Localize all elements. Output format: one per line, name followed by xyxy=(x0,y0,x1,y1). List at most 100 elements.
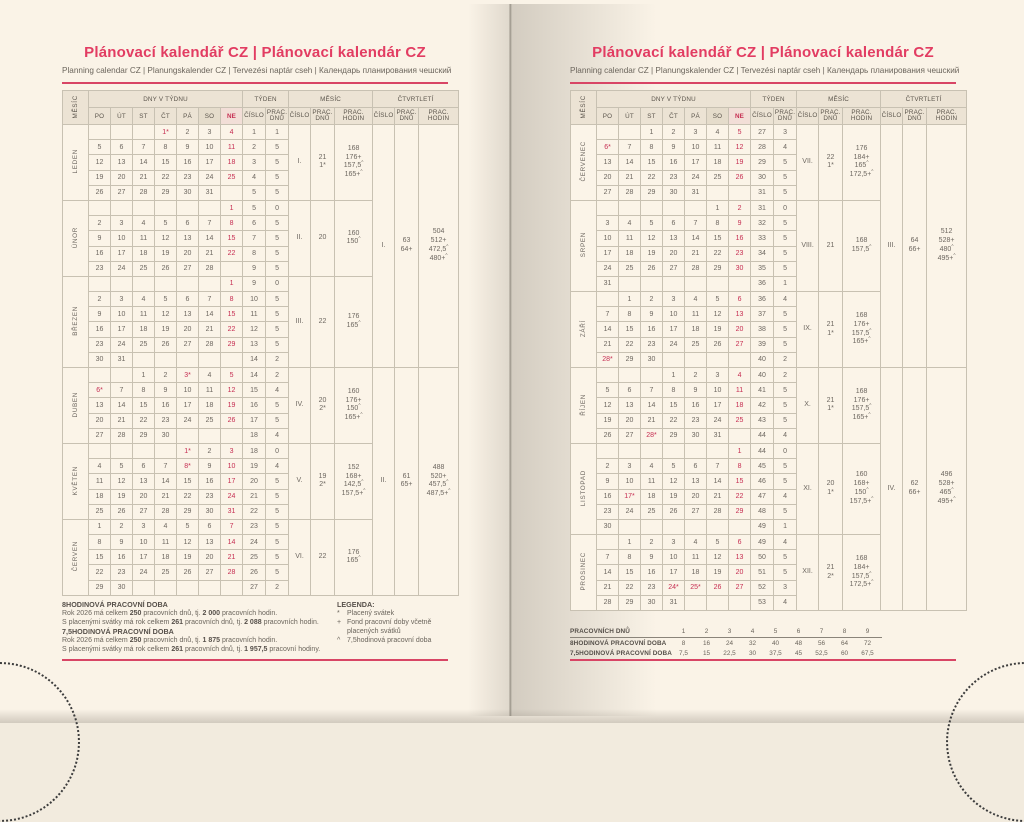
workdays-hours-table: PRACOVNÍCH DNŮ 1 2 3 4 5 6 7 8 9 8HODINOVÁ PRACOVN… xyxy=(570,626,882,658)
date-cell: 15 xyxy=(727,473,752,490)
page-subtitle: Planning calendar CZ | Planungskalender … xyxy=(570,66,960,75)
working-time-notes: 8HODINOVÁ PRACOVNÍ DOBA Rok 2026 má celke… xyxy=(62,600,332,654)
month-number-cell: V. xyxy=(288,442,312,520)
week-workdays-cell: 4 xyxy=(265,382,290,399)
sub-header: PRAC. DNŮ xyxy=(310,107,336,125)
date-cell xyxy=(640,442,663,460)
quarter-hours-cell: 512 528+ 480^ 495+^ xyxy=(926,124,968,368)
date-cell: 2 xyxy=(198,442,221,460)
workdays-hours-value: 40 xyxy=(771,639,780,647)
date-cell: 29 xyxy=(640,184,663,201)
date-cell xyxy=(132,123,155,141)
date-cell: 12 xyxy=(727,139,752,156)
date-cell: 20 xyxy=(176,321,199,338)
workdays-hours-value: 3 xyxy=(727,628,732,635)
date-cell xyxy=(596,442,619,460)
date-cell: 15 xyxy=(219,306,244,323)
date-cell: 7 xyxy=(198,215,221,232)
date-cell: 17 xyxy=(176,397,199,414)
month-workdays-cell: 21 xyxy=(818,199,844,293)
workdays-hours-value: 48 xyxy=(794,639,803,647)
date-cell: 28 xyxy=(154,503,177,520)
date-cell: 12 xyxy=(154,230,177,247)
date-cell: 11 xyxy=(154,534,177,551)
date-cell: 21 xyxy=(640,412,663,429)
footer-rule-right xyxy=(570,659,956,661)
date-cell: 16 xyxy=(662,154,685,171)
month-workdays-cell: 19 2* xyxy=(310,442,336,520)
week-workdays-cell: 2 xyxy=(773,366,798,384)
date-cell xyxy=(219,260,244,277)
month-name-label: BŘEZEN xyxy=(62,275,89,369)
date-cell: 2 xyxy=(176,123,199,141)
date-cell xyxy=(618,199,641,217)
date-cell: 13 xyxy=(176,306,199,323)
quarter-hours-cell: 488 520+ 457,5^ 487,5+^ xyxy=(418,367,460,596)
workdays-hours-value: 56 xyxy=(817,639,826,647)
date-cell: 15 xyxy=(154,154,177,171)
week-number-cell: 5 xyxy=(242,199,267,217)
date-cell: 9 xyxy=(640,306,663,323)
date-cell: 7 xyxy=(219,518,244,536)
date-cell xyxy=(88,275,111,293)
date-cell xyxy=(684,199,707,217)
date-cell: 3 xyxy=(110,291,133,308)
workdays-hours-row-label: 7,5HODINOVÁ PRACOVNÍ DOBA xyxy=(570,649,672,657)
sub-header: PRAC. HODIN xyxy=(418,107,460,125)
month-workdays-cell: 21 1* xyxy=(818,367,844,444)
date-cell: 9 xyxy=(154,382,177,399)
date-cell: 5 xyxy=(154,215,177,232)
date-cell: 18 xyxy=(132,245,155,262)
date-cell: 26 xyxy=(596,427,619,444)
week-number-cell: 37 xyxy=(750,306,775,323)
month-name-text: ZÁŘÍ xyxy=(580,319,587,338)
date-cell xyxy=(132,275,155,293)
week-workdays-cell: 4 xyxy=(773,594,798,612)
date-cell: 10 xyxy=(110,230,133,247)
date-cell xyxy=(684,275,707,293)
week-number-cell: 22 xyxy=(242,503,267,520)
workdays-hours-value: 72 xyxy=(863,639,872,647)
title-rule xyxy=(570,82,956,84)
date-cell: 18 xyxy=(640,488,663,505)
date-cell: 9 xyxy=(727,215,752,232)
right-page: Plánovací kalendář CZ | Plánovací kalend… xyxy=(512,0,1024,723)
workdays-hours-value: 45 xyxy=(794,649,803,657)
week-number-cell: 19 xyxy=(242,458,267,475)
date-cell xyxy=(132,579,155,596)
week-workdays-cell: 5 xyxy=(265,245,290,262)
workdays-hours-row: 7,5HODINOVÁ PRACOVNÍ DOBA 7,5 15 22,5 30 37,5… xyxy=(570,648,882,658)
month-number-cell: VIII. xyxy=(796,199,820,293)
date-cell xyxy=(618,518,641,536)
date-cell: 12 xyxy=(640,230,663,247)
quarter-number-cell: IV. xyxy=(880,367,904,611)
date-cell: 6 xyxy=(132,458,155,475)
day-header-po: PO xyxy=(596,107,619,125)
date-cell xyxy=(727,518,752,536)
date-cell: 27 xyxy=(110,184,133,201)
date-cell: 9 xyxy=(640,549,663,566)
week-workdays-cell: 5 xyxy=(265,230,290,247)
date-cell: 25 xyxy=(706,169,729,186)
date-cell: 8 xyxy=(618,306,641,323)
date-cell: 15 xyxy=(132,397,155,414)
date-cell: 17 xyxy=(684,154,707,171)
date-cell: 2 xyxy=(88,215,111,232)
date-cell: 2 xyxy=(727,199,752,217)
working-time-section-title: 8HODINOVÁ PRACOVNÍ DOBA xyxy=(62,600,168,609)
week-number-cell: 4 xyxy=(242,169,267,186)
date-cell xyxy=(110,442,133,460)
date-cell xyxy=(110,199,133,217)
week-workdays-cell: 5 xyxy=(773,412,798,429)
workdays-hours-value: 60 xyxy=(840,649,849,657)
date-cell: 28* xyxy=(640,427,663,444)
date-cell: 13 xyxy=(662,230,685,247)
date-cell: 5 xyxy=(640,215,663,232)
date-cell: 14 xyxy=(198,230,221,247)
left-calendar-table: MĚSÍC DNY V TÝDNU TÝDEN MĚSÍC ČTVRTLETÍ PO ÚT S… xyxy=(62,90,460,596)
sub-header: ČÍSLO xyxy=(880,107,904,125)
date-cell: 24* xyxy=(662,579,685,596)
date-cell: 2 xyxy=(154,366,177,384)
date-cell: 30 xyxy=(596,518,619,536)
date-cell xyxy=(640,199,663,217)
